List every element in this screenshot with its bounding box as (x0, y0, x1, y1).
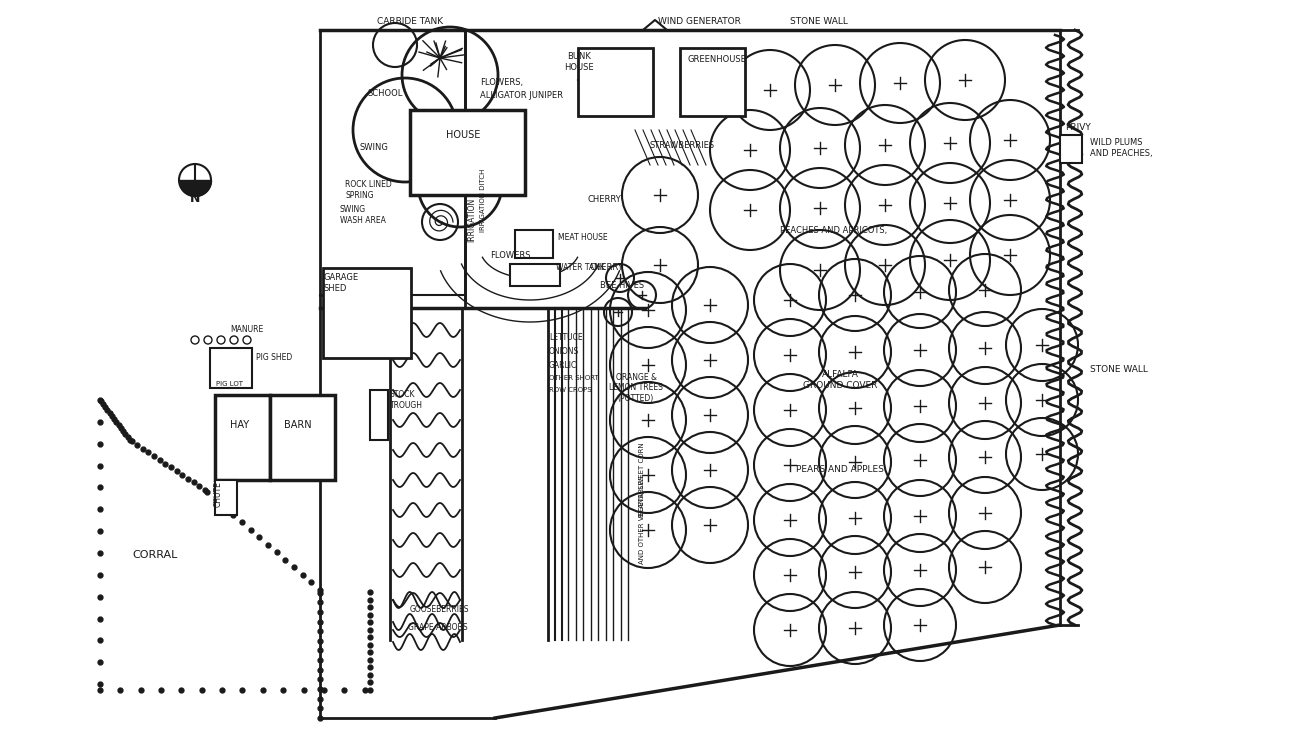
Text: FLOWERS: FLOWERS (490, 250, 530, 259)
Text: WILD PLUMS
AND PEACHES,: WILD PLUMS AND PEACHES, (1089, 138, 1153, 158)
Text: STRAWBERRIES: STRAWBERRIES (650, 141, 715, 150)
Text: GARAGE
SHED: GARAGE SHED (322, 273, 358, 293)
Text: GARLIC: GARLIC (549, 360, 577, 369)
Text: CORRAL: CORRAL (133, 550, 178, 560)
Text: PEARS AND APPLES: PEARS AND APPLES (796, 465, 884, 475)
Bar (680, 48, 745, 116)
Bar (270, 395, 335, 480)
Text: MANURE: MANURE (230, 326, 263, 335)
Text: CARBIDE TANK: CARBIDE TANK (377, 17, 443, 26)
Text: HOUSE: HOUSE (446, 130, 480, 140)
Bar (370, 390, 387, 440)
Bar (211, 348, 252, 388)
Text: BEANS, SWEET CORN: BEANS, SWEET CORN (640, 443, 645, 517)
Bar (1060, 135, 1082, 163)
Text: MEAT HOUSE: MEAT HOUSE (558, 232, 607, 241)
Text: CHERRY: CHERRY (590, 263, 624, 272)
Text: WIND GENERATOR: WIND GENERATOR (658, 17, 741, 26)
Bar (214, 395, 270, 480)
Bar (214, 480, 237, 515)
Text: GREENHOUSE: GREENHOUSE (688, 56, 748, 65)
Text: GOOSEBERRIES: GOOSEBERRIES (410, 605, 469, 614)
Text: WATER TANK: WATER TANK (556, 263, 604, 272)
Bar (510, 264, 560, 286)
Text: ALFALFA
GROUND COVER: ALFALFA GROUND COVER (803, 370, 878, 390)
Text: PIG SHED: PIG SHED (256, 353, 292, 362)
Text: STONE WALL: STONE WALL (1089, 365, 1148, 374)
Text: GRAPE ARBORS: GRAPE ARBORS (408, 623, 468, 632)
Text: N: N (190, 192, 200, 205)
Text: PRIVY: PRIVY (1065, 123, 1091, 132)
Text: PEACHES AND APRICOTS,: PEACHES AND APRICOTS, (780, 226, 887, 235)
Text: ORANGE &
LEMON TREES
(POTTED): ORANGE & LEMON TREES (POTTED) (610, 373, 663, 403)
Text: SWING
WASH AREA: SWING WASH AREA (341, 205, 386, 225)
Text: STONE WALL: STONE WALL (790, 17, 848, 26)
Text: PIG LOT: PIG LOT (216, 381, 243, 387)
Text: FLOWERS,: FLOWERS, (480, 77, 523, 86)
Bar (578, 48, 653, 116)
Text: STOCK
TROUGH: STOCK TROUGH (390, 390, 422, 410)
Text: HAY: HAY (230, 420, 250, 430)
Text: ROCK LINED
SPRING: ROCK LINED SPRING (344, 180, 391, 200)
Text: SWING: SWING (360, 144, 389, 153)
Bar (515, 230, 552, 258)
Text: LETTUCE: LETTUCE (549, 333, 582, 342)
Text: IRRIGATION: IRRIGATION (468, 198, 477, 242)
Text: BUNK
HOUSE: BUNK HOUSE (564, 53, 594, 71)
Text: ROW CROPS: ROW CROPS (549, 387, 592, 393)
Text: CHERRY: CHERRY (588, 196, 621, 205)
Text: BEE HIVES: BEE HIVES (601, 280, 644, 290)
Text: SCHOOL: SCHOOL (368, 89, 403, 98)
Text: CHUTE: CHUTE (213, 481, 222, 507)
Text: BARN: BARN (285, 420, 312, 430)
Text: AND OTHER VEGETABLES: AND OTHER VEGETABLES (640, 476, 645, 564)
Bar (410, 110, 525, 195)
Text: ALLIGATOR JUNIPER: ALLIGATOR JUNIPER (480, 90, 563, 99)
Text: ONIONS: ONIONS (549, 347, 580, 356)
Bar (322, 268, 411, 358)
Text: OTHER SHORT: OTHER SHORT (549, 375, 599, 381)
Text: IRRIGATION DITCH: IRRIGATION DITCH (480, 168, 486, 232)
